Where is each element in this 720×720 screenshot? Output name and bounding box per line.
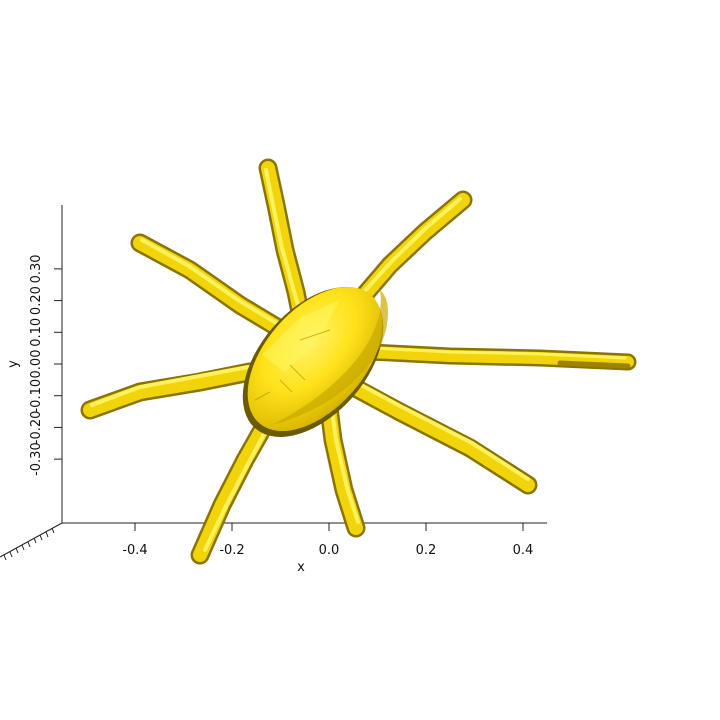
y-tick-label: 0.20 [29, 286, 44, 315]
leg-top [258, 158, 310, 322]
z-axis-minor-ticks [3, 527, 55, 561]
leg-upper-left [130, 233, 295, 342]
leg-lower-middle [318, 390, 366, 538]
x-tick-label: -0.4 [122, 543, 147, 558]
x-axis-ticks: -0.4 -0.2 0.0 0.2 0.4 [122, 523, 533, 558]
y-axis-title: y [6, 360, 21, 368]
y-tick-label: 0.30 [29, 254, 44, 283]
leg-upper-right [350, 190, 473, 310]
spider-legs [80, 158, 637, 565]
x-tick-label: 0.4 [513, 543, 534, 558]
y-axis-ticks: 0.30 0.20 0.10 0.00-0.10-0.20-0.30 [29, 254, 62, 476]
leg-lower-right [340, 375, 538, 495]
leg-lower-left [190, 420, 272, 565]
z-axis-line [0, 522, 63, 558]
y-tick-label: -0.10 [29, 379, 44, 413]
leg-left [80, 362, 260, 420]
spider-body [242, 286, 388, 437]
y-tick-label: -0.30 [29, 442, 44, 476]
x-axis-title: x [297, 560, 305, 575]
y-tick-label: 0.10 [29, 318, 44, 347]
y-tick-label: 0.00 [29, 350, 44, 379]
x-tick-label: -0.2 [219, 543, 244, 558]
leg-right [361, 343, 637, 371]
x-tick-label: 0.2 [416, 543, 437, 558]
x-tick-label: 0.0 [319, 543, 340, 558]
y-tick-label: -0.20 [29, 411, 44, 445]
